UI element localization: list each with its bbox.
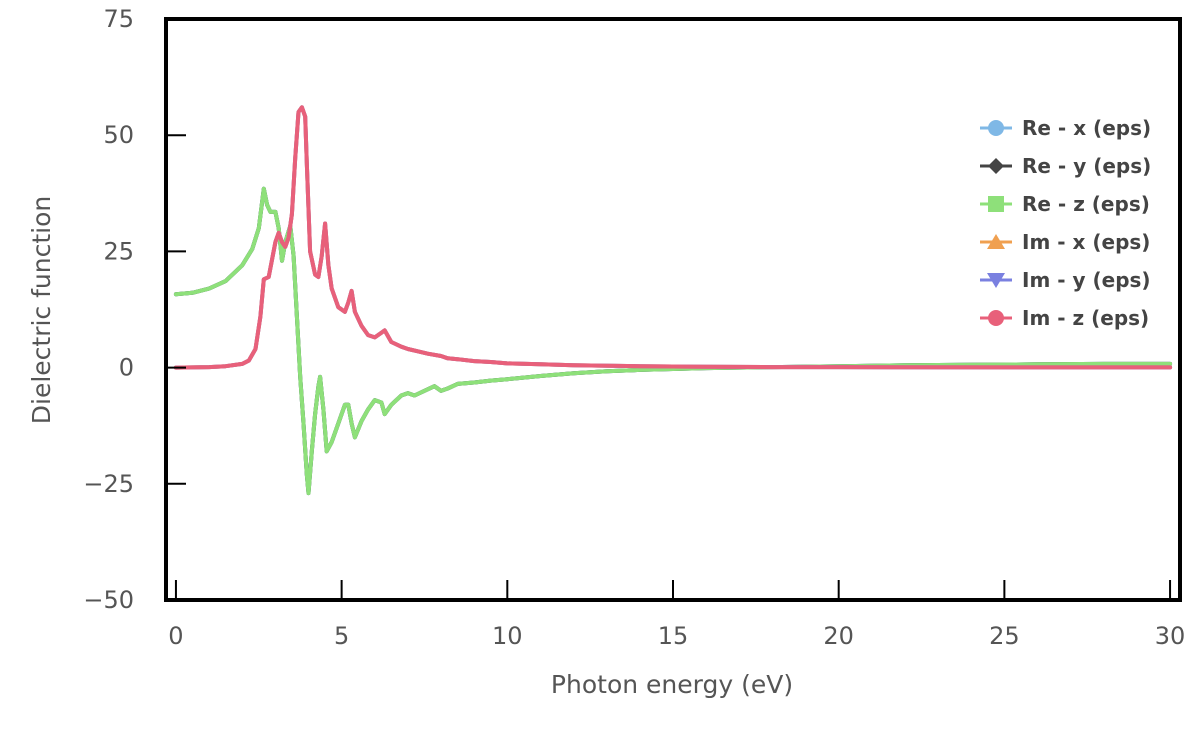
series-line-3	[173, 186, 1173, 496]
legend-item-4: Im - x (eps)	[980, 230, 1150, 254]
legend-label: Re - y (eps)	[1022, 154, 1151, 178]
legend-label: Im - x (eps)	[1022, 230, 1150, 254]
series-line-6	[173, 105, 1173, 370]
x-tick-label-2: 10	[492, 622, 523, 650]
legend-marker-square	[988, 196, 1004, 212]
legend-item-3: Re - z (eps)	[980, 192, 1150, 216]
ticks-layer: 0 5 10 15 20 25 30 −50 −25 0 25 50 75	[83, 5, 1185, 650]
legend-item-2: Re - y (eps)	[980, 154, 1151, 178]
x-tick-label-3: 15	[658, 622, 689, 650]
y-tick-label-5: 75	[103, 5, 134, 33]
legend-marker-triangle-up	[987, 234, 1005, 249]
legend-marker-circle	[988, 120, 1004, 136]
legend-item-6: Im - z (eps)	[980, 306, 1149, 330]
legend-marker-triangle-down	[987, 273, 1005, 288]
x-tick-label-4: 20	[823, 622, 854, 650]
y-tick-label-2: 0	[119, 354, 134, 382]
legend-item-5: Im - y (eps)	[980, 268, 1151, 292]
x-tick-label-1: 5	[334, 622, 349, 650]
y-tick-label-0: −50	[83, 586, 134, 614]
legend-item-1: Re - x (eps)	[980, 116, 1151, 140]
legend-label: Re - x (eps)	[1022, 116, 1151, 140]
legend-label: Im - z (eps)	[1022, 306, 1149, 330]
series-layer	[173, 105, 1173, 496]
y-tick-label-4: 50	[103, 121, 134, 149]
y-tick-label-3: 25	[103, 237, 134, 265]
x-tick-label-0: 0	[168, 622, 183, 650]
y-axis-title: Dielectric function	[27, 196, 56, 425]
legend-label: Im - y (eps)	[1022, 268, 1151, 292]
legend-label: Re - z (eps)	[1022, 192, 1150, 216]
legend-marker-diamond	[988, 158, 1004, 174]
legend: Re - x (eps) Re - y (eps) Re - z (eps) Im -…	[980, 116, 1151, 330]
y-tick-label-1: −25	[83, 470, 134, 498]
x-tick-label-5: 25	[989, 622, 1020, 650]
x-tick-label-6: 30	[1155, 622, 1186, 650]
legend-marker-circle	[988, 310, 1004, 326]
x-axis-title: Photon energy (eV)	[551, 670, 793, 699]
